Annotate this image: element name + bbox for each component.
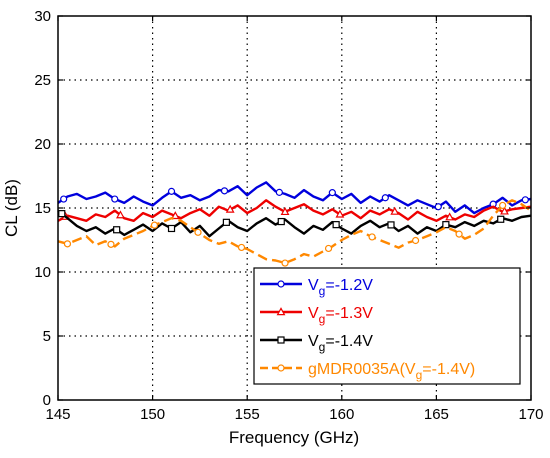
series-marker xyxy=(411,236,420,245)
series-marker xyxy=(111,195,119,203)
legend-marker xyxy=(276,307,286,316)
y-tick-label: 0 xyxy=(43,392,51,409)
series-marker xyxy=(445,212,455,221)
series-marker xyxy=(275,188,283,196)
x-tick-label: 160 xyxy=(329,406,354,423)
legend-marker xyxy=(277,280,285,288)
series-marker xyxy=(58,210,66,218)
series-marker xyxy=(497,215,505,223)
series-3 xyxy=(57,209,532,238)
series-marker xyxy=(237,243,246,252)
series-line xyxy=(57,199,532,265)
series-marker xyxy=(521,196,529,204)
series-marker xyxy=(220,187,229,195)
y-tick-label: 25 xyxy=(34,72,51,89)
x-tick-label: 145 xyxy=(45,406,70,423)
series-marker xyxy=(225,204,235,213)
series-line xyxy=(57,181,532,215)
series-marker xyxy=(281,259,289,267)
series-marker xyxy=(332,221,340,229)
series-marker xyxy=(116,210,125,219)
y-tick-label: 5 xyxy=(43,328,51,345)
series-marker xyxy=(222,218,230,226)
legend-marker xyxy=(277,336,285,344)
series-marker xyxy=(167,224,176,233)
series-marker xyxy=(381,194,389,202)
legend-label: Vg=-1.4V xyxy=(308,333,373,354)
series-marker xyxy=(455,230,463,238)
series-marker xyxy=(167,187,176,195)
series-marker xyxy=(150,221,159,229)
x-axis-title: Frequency (GHz) xyxy=(229,428,359,447)
series-marker xyxy=(63,240,72,248)
x-tick-label: 155 xyxy=(235,406,260,423)
series-marker xyxy=(368,233,376,241)
series-1 xyxy=(57,181,532,215)
series-marker xyxy=(113,226,121,234)
series-layer xyxy=(57,181,532,267)
x-tick-label: 165 xyxy=(424,406,449,423)
legend-label: gMDR0035A(Vg=-1.4V) xyxy=(308,361,475,382)
series-marker xyxy=(500,206,509,215)
y-tick-label: 15 xyxy=(34,200,51,217)
series-marker xyxy=(390,206,400,215)
series-marker xyxy=(499,201,507,210)
series-marker xyxy=(277,217,285,226)
y-axis-title: CL (dB) xyxy=(2,179,21,237)
series-line xyxy=(57,209,532,238)
series-marker xyxy=(335,209,345,218)
series-marker xyxy=(328,189,336,197)
legend-marker xyxy=(277,364,285,372)
x-tick-label: 170 xyxy=(518,406,543,423)
series-marker xyxy=(387,221,395,229)
series-marker xyxy=(170,211,180,220)
series-marker xyxy=(280,206,290,216)
y-tick-label: 10 xyxy=(34,264,51,281)
series-marker xyxy=(107,240,115,248)
ticks: 145 150 155 160 165 170 0 5 10 15 20 25 30 xyxy=(34,8,543,423)
legend-box xyxy=(253,267,521,385)
legend-label: Vg=-1.3V xyxy=(308,305,373,326)
x-tick-label: 150 xyxy=(140,406,165,423)
series-4 xyxy=(57,199,532,267)
series-marker xyxy=(442,221,450,229)
y-tick-label: 30 xyxy=(34,8,51,25)
legend: Vg=-1.2V Vg=-1.3V Vg=-1.4V gMDR0035A(Vg=-1.… xyxy=(253,267,521,385)
series-marker xyxy=(194,228,202,236)
series-marker xyxy=(434,203,442,211)
series-marker xyxy=(324,244,333,253)
series-marker xyxy=(60,195,68,203)
y-tick-label: 20 xyxy=(34,136,51,153)
legend-label: Vg=-1.2V xyxy=(308,277,373,298)
